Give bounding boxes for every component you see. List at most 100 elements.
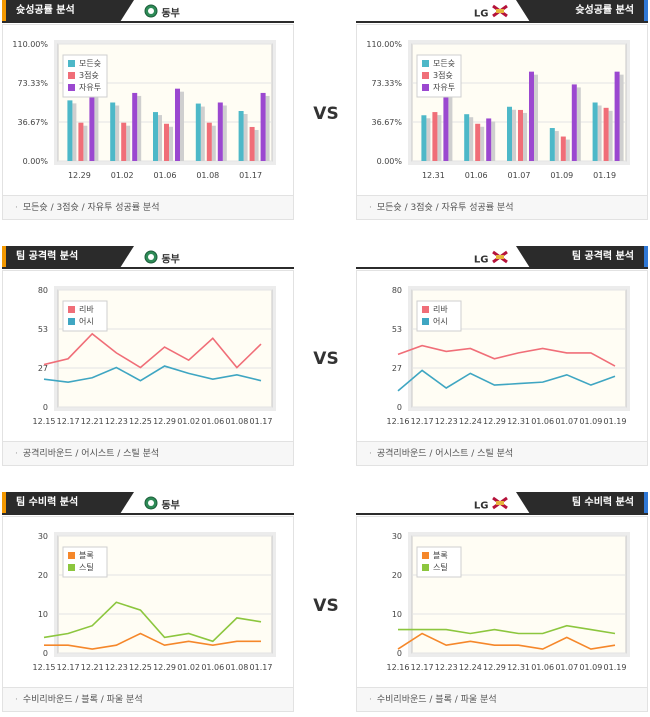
- chart-area: 80 53 27 0 12.15 12.17 12.21 12.23 12.25 12.29 01.…: [2, 270, 294, 442]
- x-tick-label: 12.23: [105, 417, 128, 426]
- vs-label: VS: [313, 104, 339, 124]
- x-tick-label: 12.24: [459, 417, 482, 426]
- y-tick-label: 110.00%: [12, 40, 48, 49]
- y-tick-label: 73.33%: [371, 79, 402, 88]
- bar-shadow: [491, 121, 496, 161]
- y-tick-label: 80: [392, 286, 402, 295]
- dongbu-logo-icon: [144, 496, 158, 515]
- panel-footer: 공격리바운드 / 어시스트 / 스틸 분석: [356, 442, 648, 466]
- x-tick-label: 01.06: [201, 417, 224, 426]
- x-tick-label: 12.21: [81, 417, 104, 426]
- legend-label: 3점슛: [79, 70, 99, 80]
- dongbu-logo-icon: [144, 4, 158, 23]
- panel-attack-left: 팀 공격력 분석 동부 80 53 27 0 12.15 12.17 12.21 12.23 1…: [2, 246, 294, 468]
- chart-area: 110.00% 73.33% 36.67% 0.00% 12.31 01.06 01.07 0…: [356, 24, 648, 196]
- x-tick-label: 01.06: [531, 417, 554, 426]
- y-tick-label: 10: [392, 610, 402, 619]
- x-tick-label: 12.17: [57, 417, 80, 426]
- dongbu-logo-icon: [144, 250, 158, 269]
- x-tick-label: 01.08: [225, 663, 248, 672]
- bar: [195, 103, 201, 161]
- lg-logo-icon: [492, 496, 508, 515]
- y-tick-label: 36.67%: [17, 118, 48, 127]
- x-tick-label: 01.19: [604, 417, 627, 426]
- legend-label: 자유투: [79, 83, 101, 92]
- x-tick-label: 12.17: [411, 663, 434, 672]
- shooting-chart-left: 110.00% 73.33% 36.67% 0.00% 12.29 01.02 01.06 0…: [12, 40, 276, 180]
- chart-area: 30 20 10 0 12.16 12.17 12.23 12.24 12.29 12.31 01.…: [356, 516, 648, 688]
- team-label: 동부: [144, 4, 180, 20]
- bar-shadow: [608, 110, 613, 161]
- bar-shadow: [158, 115, 162, 161]
- bar-shadow: [254, 129, 259, 161]
- bar: [121, 122, 127, 161]
- x-tick-label: 01.06: [465, 171, 488, 180]
- y-tick-label: 110.00%: [366, 40, 402, 49]
- legend-swatch: [68, 60, 75, 67]
- series-line: [44, 632, 261, 650]
- chart-area: 30 20 10 0 12.15 12.17 12.21 12.23 12.25 12.29 01.…: [2, 516, 294, 688]
- bar-shadow: [265, 95, 270, 161]
- bar-shadow: [534, 74, 538, 161]
- bar-shadow: [94, 71, 99, 161]
- bar-shadow: [512, 109, 516, 161]
- x-tick-label: 12.23: [435, 417, 458, 426]
- panel-defense-right: 팀 수비력 분석 LG 30 20 10 0 12.16 12.17 12.23 12.24 1…: [356, 492, 648, 714]
- vs-label: VS: [313, 349, 339, 369]
- shooting-chart-right: 110.00% 73.33% 36.67% 0.00% 12.31 01.06 01.07 0…: [366, 40, 630, 180]
- bar: [592, 102, 598, 161]
- legend-swatch: [422, 60, 429, 67]
- y-tick-label: 36.67%: [371, 118, 402, 127]
- x-tick-label: 01.19: [593, 171, 616, 180]
- x-tick-label: 01.17: [250, 417, 273, 426]
- lg-logo-icon: [492, 4, 508, 23]
- bar-shadow: [222, 105, 227, 161]
- x-tick-label: 12.15: [33, 417, 56, 426]
- bar: [132, 92, 138, 161]
- legend-swatch: [68, 318, 75, 325]
- x-tick-label: 01.06: [531, 663, 554, 672]
- bar-shadow: [126, 125, 131, 161]
- lg-logo-icon: [492, 250, 508, 269]
- bar: [206, 122, 212, 161]
- y-tick-label: 73.33%: [17, 79, 48, 88]
- bar-shadow: [72, 103, 77, 161]
- y-tick-label: 53: [38, 325, 48, 334]
- x-tick-label: 12.29: [483, 663, 506, 672]
- x-tick-label: 01.09: [550, 171, 573, 180]
- legend-label: 어시: [433, 316, 448, 326]
- bar-shadow: [437, 115, 442, 161]
- x-tick-label: 12.21: [81, 663, 104, 672]
- bar: [518, 109, 523, 161]
- x-tick-label: 12.17: [57, 663, 80, 672]
- y-tick-label: 80: [38, 286, 48, 295]
- x-tick-label: 12.29: [153, 663, 176, 672]
- legend-label: 모든슛: [433, 59, 455, 68]
- y-tick-label: 0.00%: [23, 157, 49, 166]
- bar-shadow: [523, 112, 527, 161]
- panel-header: 슛성공률 분석 동부: [2, 0, 294, 22]
- y-tick-label: 0: [43, 649, 48, 658]
- x-tick-label: 12.23: [105, 663, 128, 672]
- bar-shadow: [426, 118, 431, 161]
- bar-shadow: [448, 71, 453, 161]
- bar: [475, 123, 481, 161]
- panel-title: 팀 공격력 분석: [530, 246, 648, 268]
- x-tick-label: 12.31: [422, 171, 445, 180]
- bar: [67, 100, 73, 161]
- x-tick-label: 12.25: [129, 663, 152, 672]
- bar-shadow: [243, 114, 248, 161]
- bar: [217, 102, 223, 161]
- x-tick-label: 01.07: [555, 663, 578, 672]
- x-tick-label: 12.24: [459, 663, 482, 672]
- bar-shadow: [619, 74, 624, 161]
- panel-defense-left: 팀 수비력 분석 동부 30 20 10 0 12.15 12.17 12.21 12.23 1…: [2, 492, 294, 714]
- legend-swatch: [422, 564, 429, 571]
- x-tick-label: 01.06: [201, 663, 224, 672]
- bar: [153, 112, 158, 161]
- bar: [164, 123, 169, 161]
- chart-area: 110.00% 73.33% 36.67% 0.00% 12.29 01.02 01.06 0…: [2, 24, 294, 196]
- legend-swatch: [422, 552, 429, 559]
- vs-label: VS: [313, 596, 339, 616]
